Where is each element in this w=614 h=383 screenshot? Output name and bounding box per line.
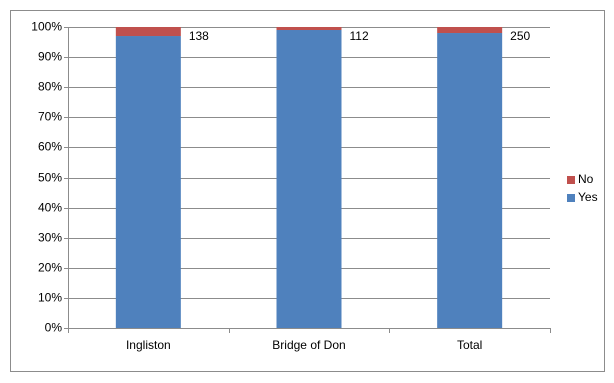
y-tick-label: 70%: [38, 110, 62, 124]
bar-segment: [115, 27, 181, 37]
y-tick-label: 20%: [38, 261, 62, 275]
legend-swatch: [567, 176, 575, 184]
bar-segment: [437, 27, 503, 34]
total-label: 250: [510, 29, 530, 43]
y-tick-label: 0%: [45, 321, 63, 335]
y-tick-label: 50%: [38, 171, 62, 185]
x-tick-label: Ingliston: [126, 338, 171, 352]
y-tick-label: 80%: [38, 80, 62, 94]
bar-segment: [276, 30, 342, 328]
total-label: 138: [189, 29, 209, 43]
legend-label: Yes: [578, 190, 598, 204]
bar-segment: [115, 36, 181, 328]
total-label: 112: [350, 29, 369, 43]
y-tick-label: 10%: [38, 291, 62, 305]
bar-segment: [276, 27, 342, 31]
legend-label: No: [578, 172, 594, 186]
x-tick-label: Bridge of Don: [272, 338, 345, 352]
y-tick-label: 60%: [38, 140, 62, 154]
bar-segment: [437, 33, 503, 329]
y-tick-label: 100%: [31, 20, 62, 34]
y-tick-label: 40%: [38, 201, 62, 215]
x-tick-label: Total: [457, 338, 482, 352]
legend-swatch: [567, 194, 575, 202]
y-tick-label: 90%: [38, 50, 62, 64]
y-tick-label: 30%: [38, 231, 62, 245]
